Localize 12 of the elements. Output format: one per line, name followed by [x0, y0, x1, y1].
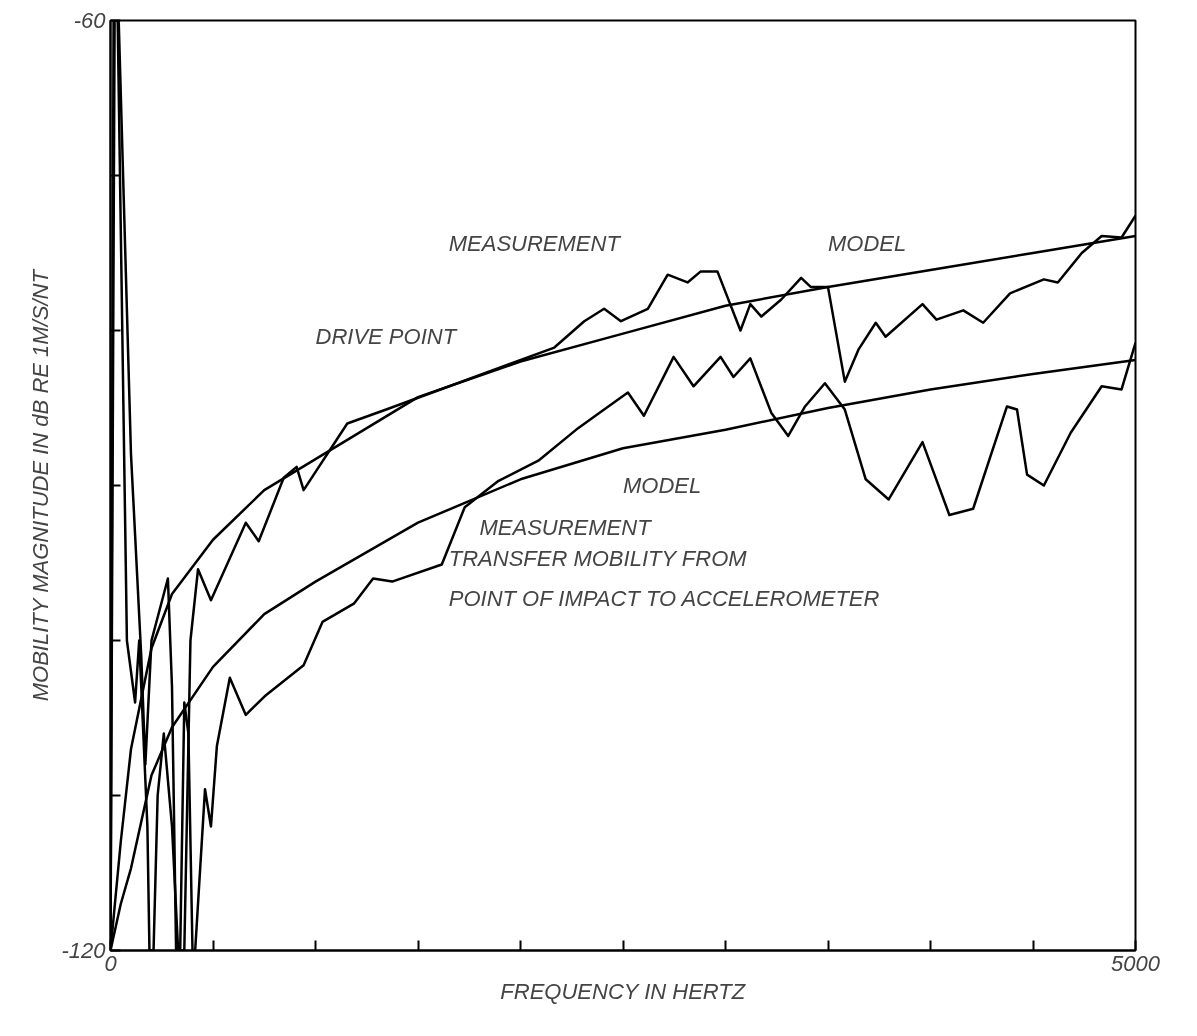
x-axis-title: FREQUENCY IN HERTZ [500, 978, 747, 1004]
annotation: MEASUREMENT [448, 231, 622, 257]
annotation: MEASUREMENT [479, 514, 653, 540]
x-tick-label: 0 [104, 950, 118, 976]
y-tick-label: -60 [73, 8, 107, 33]
annotation: DRIVE POINT [315, 324, 458, 350]
annotation: TRANSFER MOBILITY FROM POINT OF IMPACT TO ACCELEROMETER [448, 546, 880, 611]
annotation: MODEL [623, 473, 702, 498]
x-tick-label: 5000 [1111, 950, 1161, 976]
y-tick-label: -120 [61, 938, 107, 963]
y-axis-title: MOBILITY MAGNITUDE IN dB RE 1M/S/NT [28, 268, 54, 702]
annotation: MODEL [828, 231, 907, 257]
